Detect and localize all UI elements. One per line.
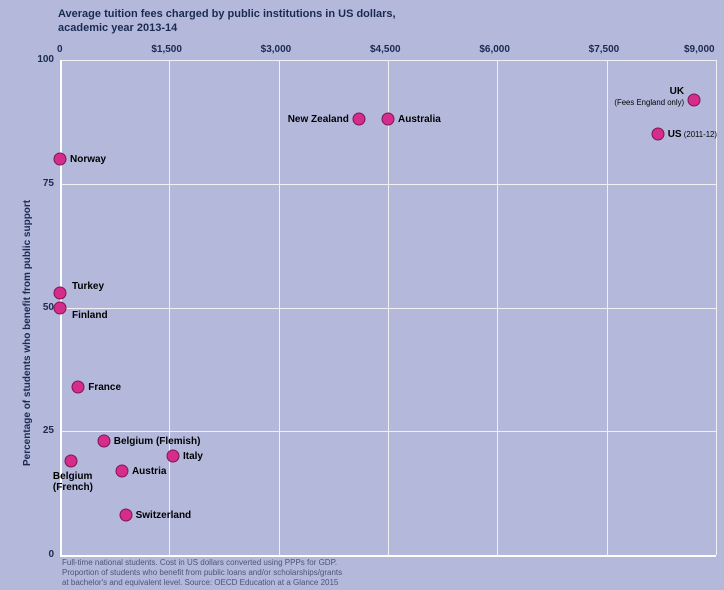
x-tick-label: 0 [57,44,63,55]
data-point-note: (2011-12) [682,130,717,139]
data-point [688,93,701,106]
data-point [64,454,77,467]
y-tick-label: 75 [43,178,54,189]
data-point [115,464,128,477]
data-point-label: US (2011-12) [668,129,717,140]
data-point-label: Belgium (Flemish) [114,436,201,447]
data-point [72,380,85,393]
x-tick-label: $7,500 [589,44,620,55]
chart-title: Average tuition fees charged by public i… [58,8,396,36]
data-point-label: Turkey [72,281,104,292]
x-tick-label: $9,000 [684,44,715,55]
data-point-label: Finland [72,310,108,321]
y-tick-label: 100 [37,54,54,65]
data-point-label: Austria [132,466,166,477]
x-tick-label: $6,000 [479,44,510,55]
data-point [352,113,365,126]
tuition-support-scatter-chart: Average tuition fees charged by public i… [0,0,724,590]
gridline-horizontal [60,60,716,61]
x-tick-label: $1,500 [151,44,182,55]
x-axis-line [60,555,716,557]
gridline-horizontal [60,184,716,185]
x-tick-label: $4,500 [370,44,401,55]
data-point-label: Switzerland [136,510,192,521]
x-tick-label: $3,000 [261,44,292,55]
data-point-label: Belgium(French) [53,471,93,493]
data-point [54,301,67,314]
y-tick-label: 50 [43,302,54,313]
data-point [119,509,132,522]
data-point [54,286,67,299]
data-point-note: (Fees England only) [614,98,684,107]
data-point-label: Norway [70,154,106,165]
y-axis-title: Percentage of students who benefit from … [22,200,33,466]
data-point-label: Australia [398,114,441,125]
data-point [382,113,395,126]
y-tick-label: 0 [48,549,54,560]
data-point [54,153,67,166]
data-point [651,128,664,141]
gridline-horizontal [60,431,716,432]
data-point [166,450,179,463]
data-point-label: France [88,382,121,393]
data-point-label: New Zealand [0,114,349,125]
gridline-horizontal [60,308,716,309]
data-point-label: Italy [183,451,203,462]
y-tick-label: 25 [43,425,54,436]
data-point [97,435,110,448]
chart-footnote: Full-time national students. Cost in US … [62,558,342,588]
data-point-label: UK(Fees England only) [0,86,684,108]
